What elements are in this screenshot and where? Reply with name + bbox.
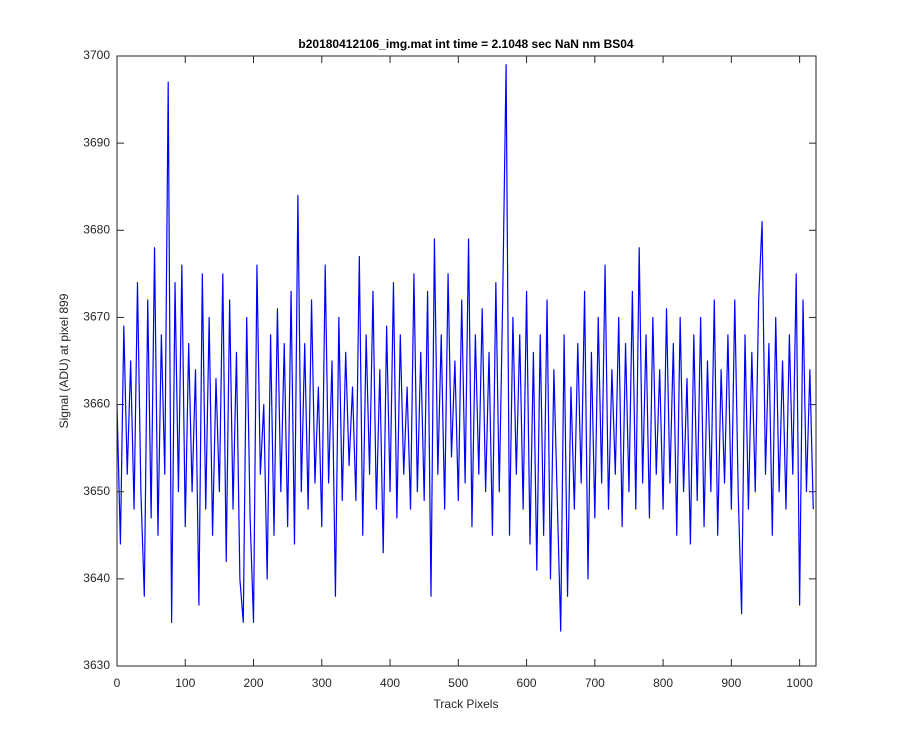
x-axis-label: Track Pixels: [434, 697, 499, 711]
chart-title: b20180412106_img.mat int time = 2.1048 s…: [298, 37, 634, 51]
y-tick-label: 3640: [83, 571, 110, 585]
x-tick-label: 900: [721, 676, 741, 690]
x-tick-label: 200: [244, 676, 264, 690]
x-tick-label: 800: [653, 676, 673, 690]
data-line: [116, 64, 814, 632]
x-tick-label: 0: [114, 676, 121, 690]
y-tick-label: 3680: [83, 222, 110, 236]
y-axis-label: Signal (ADU) at pixel 899: [57, 293, 71, 428]
y-tick-label: 3630: [83, 658, 110, 672]
x-tick-label: 600: [517, 676, 537, 690]
y-tick-label: 3690: [83, 135, 110, 149]
x-tick-label: 700: [585, 676, 605, 690]
y-tick-label: 3670: [83, 310, 110, 324]
y-tick-label: 3700: [83, 48, 110, 62]
y-tick-label: 3660: [83, 397, 110, 411]
axes-box: [116, 55, 817, 667]
y-tick-label: 3650: [83, 484, 110, 498]
x-tick-label: 300: [312, 676, 332, 690]
x-tick-label: 400: [380, 676, 400, 690]
x-tick-label: 500: [448, 676, 468, 690]
x-tick-label: 1000: [786, 676, 813, 690]
x-tick-label: 100: [175, 676, 195, 690]
